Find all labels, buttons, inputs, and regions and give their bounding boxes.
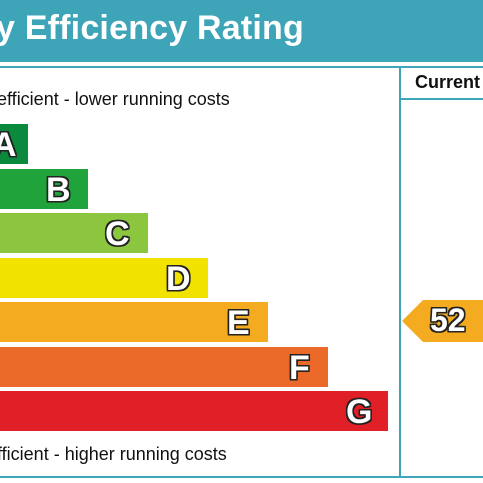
column-header-divider	[401, 98, 483, 100]
band-letter-c: C	[105, 215, 130, 253]
band-f: F	[0, 347, 328, 387]
band-letter-b: B	[46, 171, 71, 209]
frame-bottom-border	[0, 476, 483, 478]
current-rating-value: 52	[430, 302, 466, 338]
band-letter-a: A	[0, 126, 17, 164]
band-d: D	[0, 258, 208, 298]
chart-title: y Efficiency Rating	[0, 9, 304, 47]
band-b: B	[0, 169, 88, 209]
current-rating-arrow	[402, 300, 483, 342]
caption-top: efficient - lower running costs	[0, 89, 230, 109]
frame-top-border	[0, 66, 483, 68]
band-letter-f: F	[289, 349, 310, 387]
band-c: C	[0, 213, 148, 253]
header-bar: y Efficiency Rating	[0, 0, 483, 62]
band-a: A	[0, 124, 28, 164]
current-column-header: Current	[415, 72, 481, 92]
band-letter-g: G	[346, 393, 373, 431]
band-e: E	[0, 302, 268, 342]
column-divider	[399, 68, 401, 478]
band-letter-d: D	[166, 260, 191, 298]
caption-bottom: fficient - higher running costs	[0, 444, 227, 464]
band-letter-e: E	[227, 304, 250, 342]
band-g: G	[0, 391, 388, 431]
current-rating-arrow-shape	[402, 300, 483, 342]
